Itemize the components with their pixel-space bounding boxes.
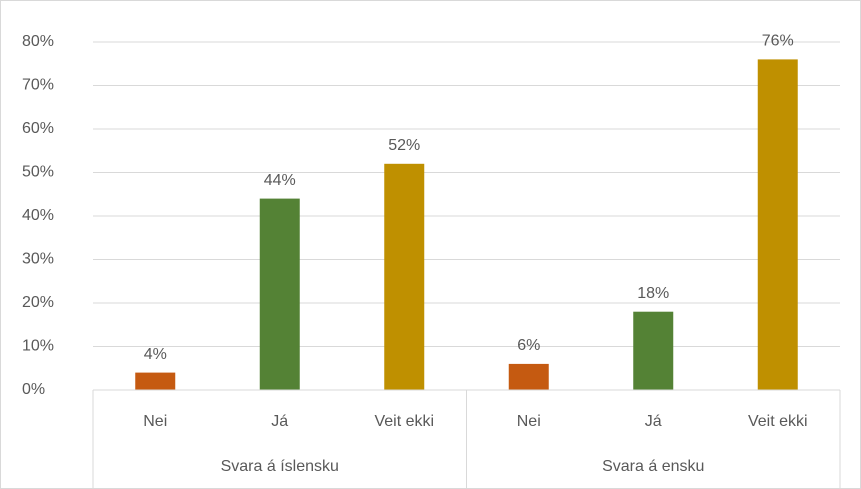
- x-tick-label: Já: [271, 413, 288, 430]
- bar: [633, 311, 674, 390]
- x-tick-label: Nei: [143, 413, 167, 430]
- data-label: 44%: [264, 172, 296, 189]
- y-tick-label: 60%: [22, 120, 54, 137]
- y-tick-label: 0%: [22, 381, 45, 398]
- y-tick-label: 20%: [22, 294, 54, 311]
- bar: [259, 198, 300, 390]
- data-label: 52%: [388, 137, 420, 154]
- data-label: 18%: [637, 285, 669, 302]
- y-tick-label: 40%: [22, 207, 54, 224]
- group-label: Svara á íslensku: [221, 458, 339, 475]
- bar: [384, 163, 425, 390]
- y-tick-label: 10%: [22, 338, 54, 355]
- y-tick-label: 70%: [22, 77, 54, 94]
- x-tick-label: Já: [645, 413, 662, 430]
- y-tick-label: 80%: [22, 33, 54, 50]
- data-label: 76%: [762, 33, 794, 50]
- x-tick-label: Veit ekki: [374, 413, 434, 430]
- x-tick-label: Nei: [517, 413, 541, 430]
- x-tick-label: Veit ekki: [748, 413, 808, 430]
- group-label: Svara á ensku: [602, 458, 704, 475]
- bar: [508, 363, 549, 390]
- y-tick-label: 30%: [22, 251, 54, 268]
- data-label: 4%: [144, 346, 167, 363]
- data-label: 6%: [517, 337, 540, 354]
- y-tick-label: 50%: [22, 164, 54, 181]
- bar: [135, 372, 176, 390]
- bar: [757, 59, 798, 391]
